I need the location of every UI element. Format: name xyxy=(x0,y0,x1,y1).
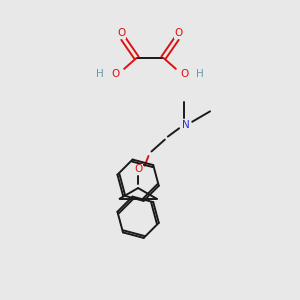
Text: O: O xyxy=(180,69,188,79)
Text: H: H xyxy=(196,69,203,79)
Text: N: N xyxy=(182,120,190,130)
Text: O: O xyxy=(112,69,120,79)
Text: O: O xyxy=(174,28,182,38)
Text: O: O xyxy=(118,28,126,38)
Text: H: H xyxy=(97,69,104,79)
Text: O: O xyxy=(134,164,142,174)
